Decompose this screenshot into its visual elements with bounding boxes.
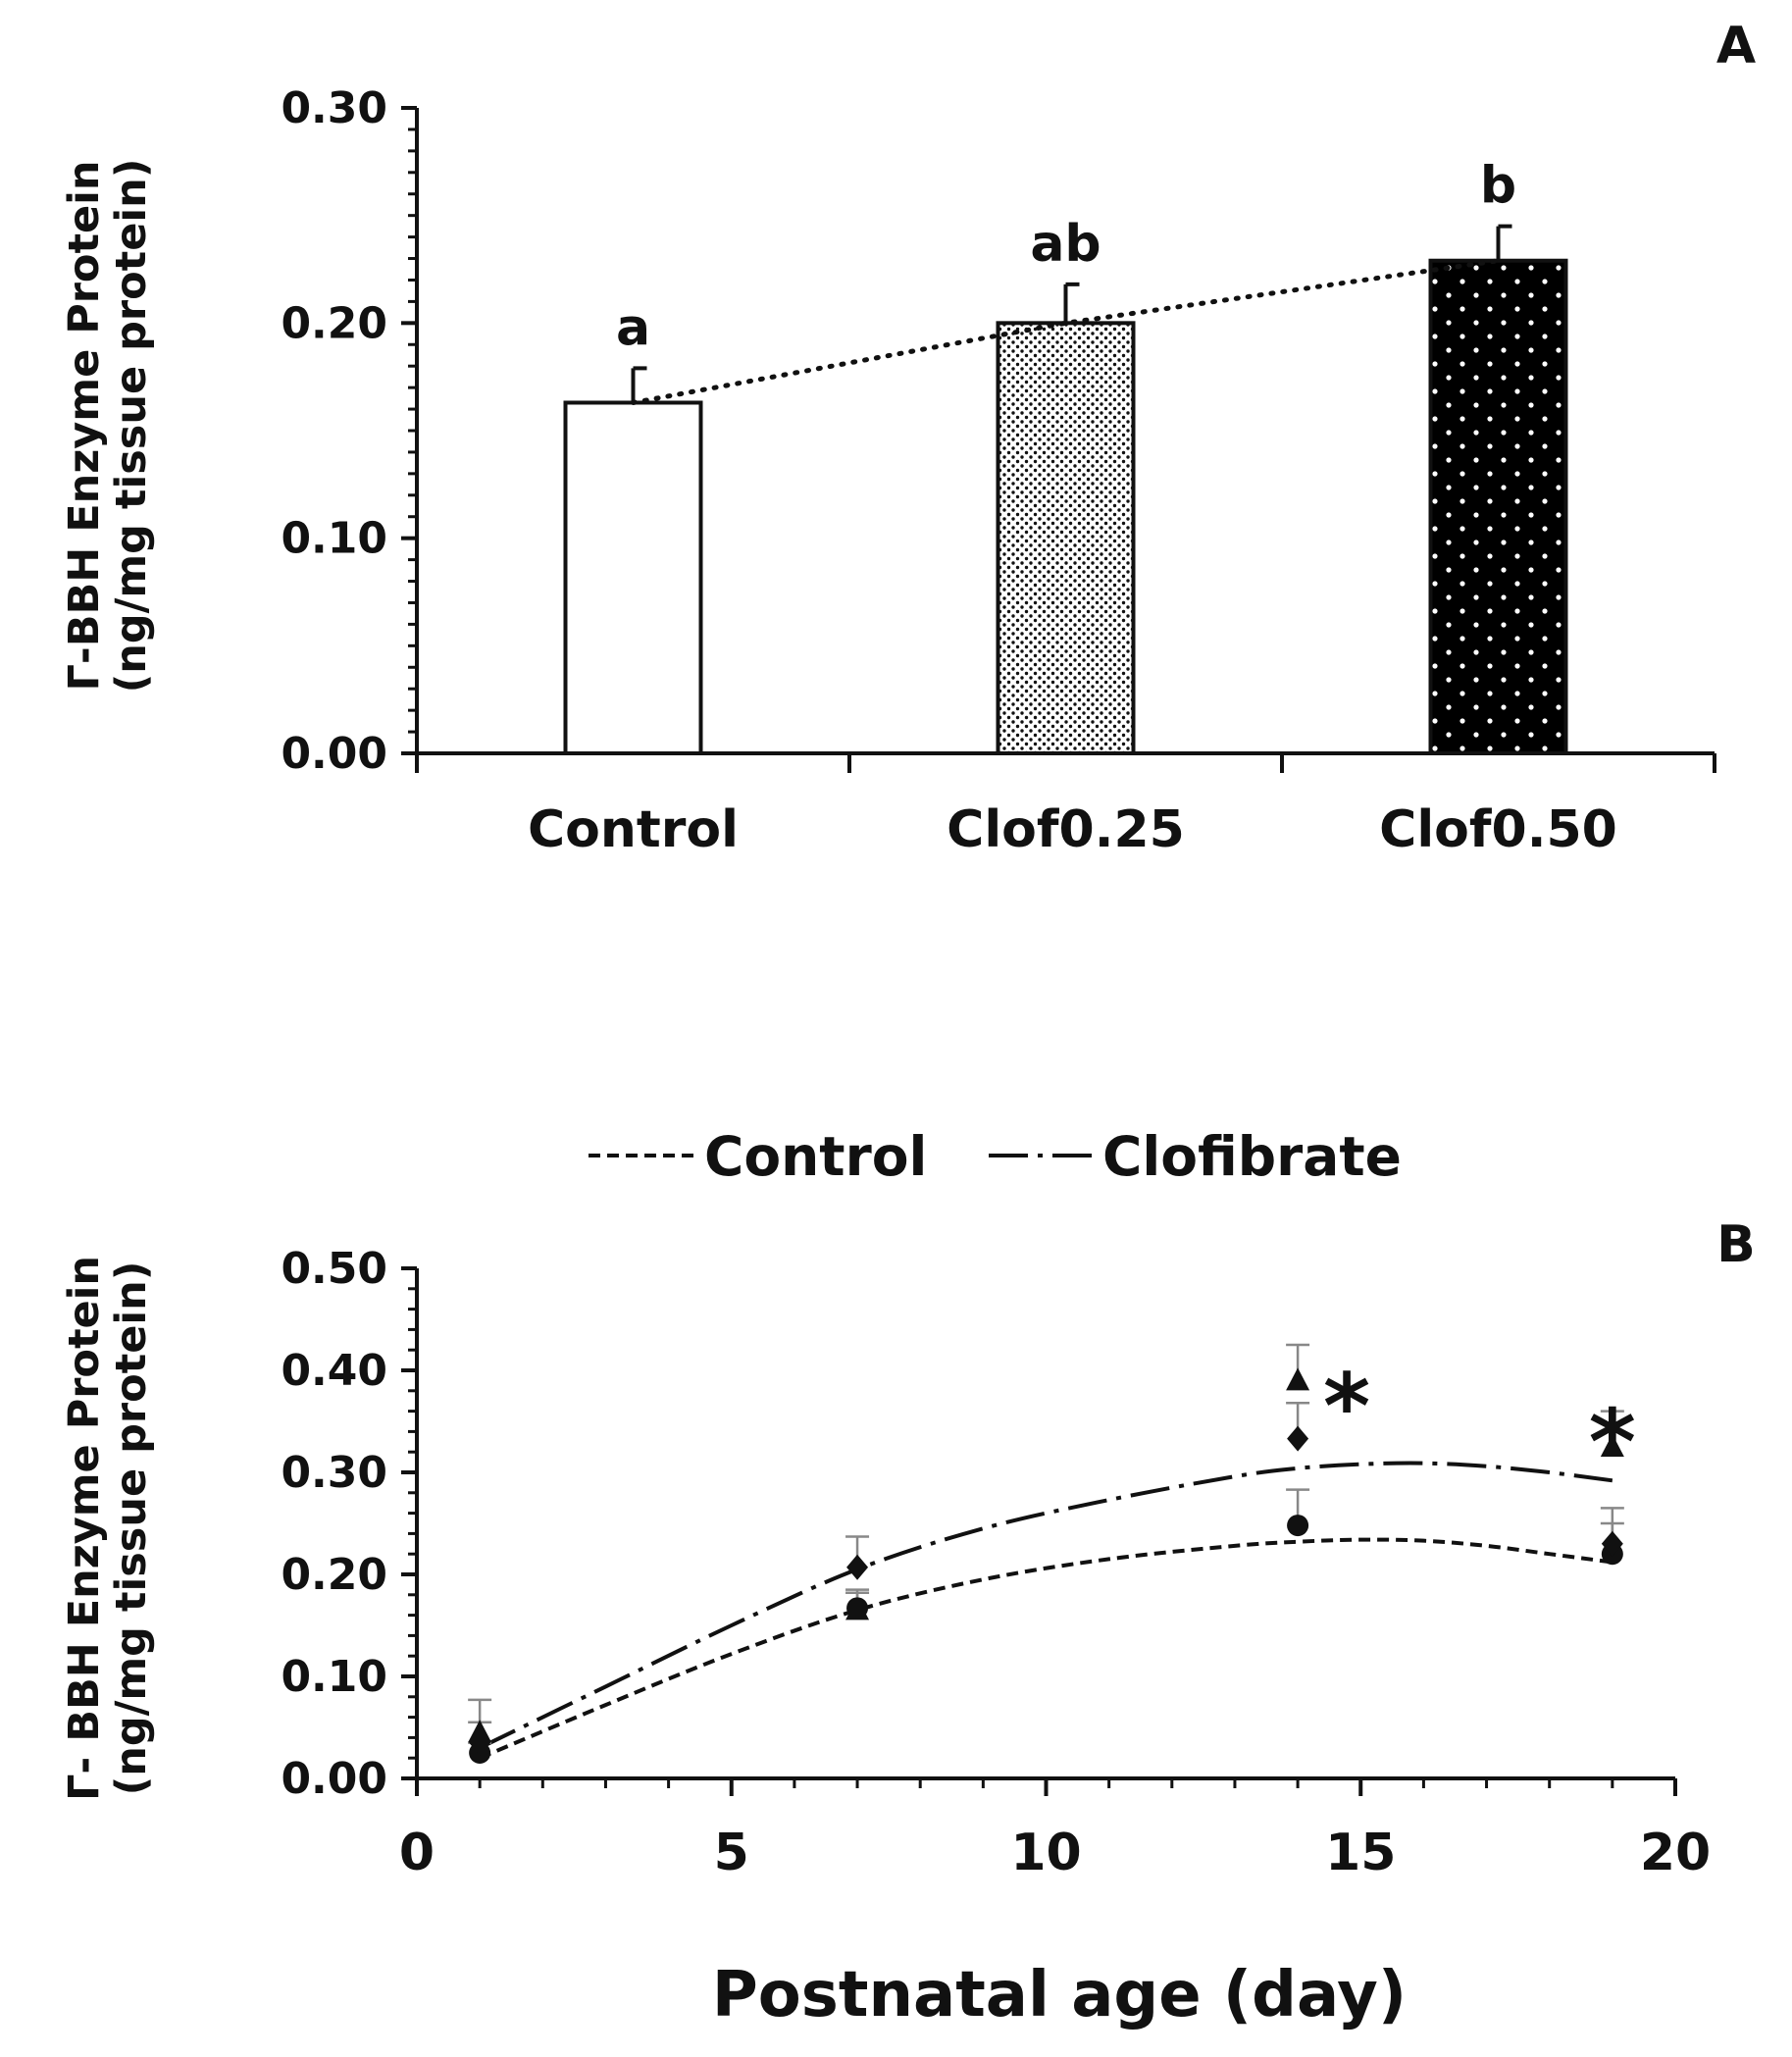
point-diamond [469,1729,491,1756]
panel-b-ytick-label: 0.00 [281,1754,387,1804]
panel-b-xtick-label: 20 [1640,1824,1711,1882]
panel-b-xtick-label: 15 [1325,1824,1396,1882]
point-diamond [1287,1425,1309,1452]
panel-a-ytick-label: 0.20 [281,298,387,348]
bar-clof0.50 [1428,258,1568,755]
panel-b-axes [401,1266,1677,1796]
panel-a: A Γ-BBH Enzyme Protein (ng/mg tissue pro… [60,17,1756,859]
panel-b-ytick-label: 0.10 [281,1652,387,1702]
bar-control [563,400,703,755]
legend-clofibrate-label: Clofibrate [1102,1125,1402,1188]
panel-a-tick-labels: 0.00 0.10 0.20 0.30 Control Clof0.25 Clof0.50 [281,83,1616,859]
point-triangle [845,1597,870,1620]
panel-b-points [468,1343,1624,1764]
significance-letter: ab [1030,215,1101,274]
panel-b-ytick-label: 0.50 [281,1244,387,1294]
trend-line-clofibrate [479,1461,1613,1750]
bar-clof0.25 [996,321,1136,755]
panel-b-legend: Control Clofibrate [589,1125,1402,1188]
panel-b-ylabel-line1: Γ- BBH Enzyme Protein [60,1256,109,1801]
point-diamond [846,1554,869,1580]
panel-b-xtick-label: 10 [1010,1824,1081,1882]
panel-b-xtick-label: 0 [399,1824,435,1882]
panel-a-ytick-label: 0.10 [281,514,387,564]
point-triangle [1600,1434,1624,1457]
panel-b-annotations: * * [1323,1354,1636,1494]
point-circle [1287,1515,1309,1537]
panel-b-xlabel: Postnatal age (day) [712,1959,1407,2031]
point-triangle [1286,1367,1310,1391]
significance-letter: a [616,298,650,357]
panel-a-category-label: Control [528,800,739,859]
panel-a-category-label: Clof0.50 [1379,800,1617,859]
panel-b: B Control Clofibrate Γ- BBH Enzyme Prote… [60,1125,1756,2031]
panel-a-ytick-label: 0.00 [281,729,387,779]
legend-control-label: Control [704,1125,927,1188]
panel-a-category-label: Clof0.25 [947,800,1185,859]
panel-b-ylabel-line2: (ng/mg tissue protein) [107,1261,156,1796]
panel-b-trend-lines [479,1461,1613,1761]
panel-a-ytick-label: 0.30 [281,83,387,133]
panel-a-trendline [631,258,1501,405]
panel-a-ylabel-line1: Γ-BBH Enzyme Protein [60,160,109,691]
panel-b-ytick-label: 0.40 [281,1346,387,1396]
panel-b-ytick-label: 0.30 [281,1448,387,1498]
panel-b-ytick-label: 0.20 [281,1550,387,1600]
significance-letter: b [1480,157,1516,216]
significance-star: * [1589,1390,1636,1495]
panel-b-xtick-label: 5 [714,1824,749,1882]
point-diamond [1601,1530,1623,1557]
trend-line-control [479,1537,1613,1761]
significance-star: * [1323,1354,1370,1459]
panel-a-bars: a ab b [563,157,1568,755]
panel-label-b: B [1716,1215,1756,1274]
panel-b-tick-labels: 0.00 0.10 0.20 0.30 0.40 0.50 0 5 10 15 20 [281,1244,1711,1882]
panel-a-ylabel-line2: (ng/mg tissue protein) [107,159,156,694]
panel-label-a: A [1716,17,1756,76]
